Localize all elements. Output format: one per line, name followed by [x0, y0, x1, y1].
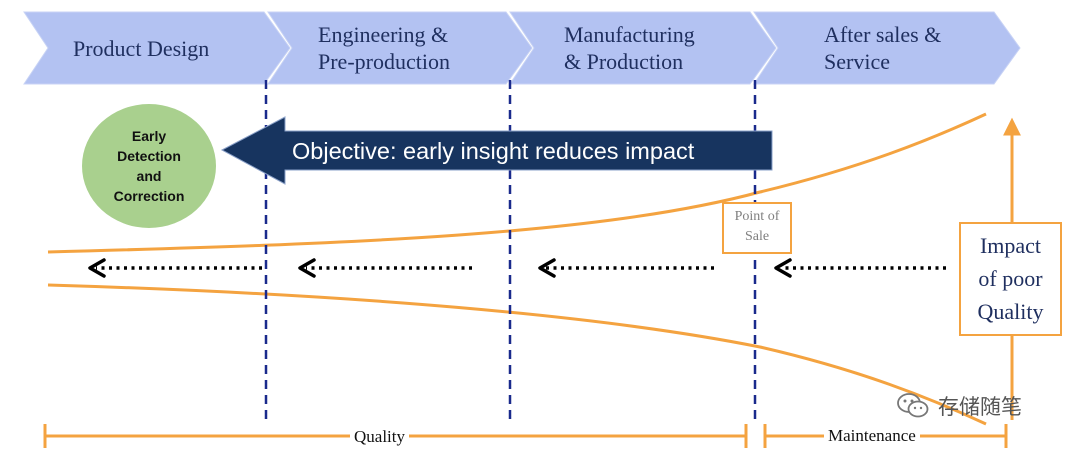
objective-arrow	[220, 116, 773, 185]
early-detection-line: Correction	[113, 188, 185, 204]
objective-text: Objective: early insight reduces impact	[292, 138, 695, 164]
impact-line3: Quality	[977, 299, 1044, 324]
phase-title-line2: Pre-production	[318, 49, 450, 74]
phase-label-manufacturing: Manufacturing & Production	[564, 12, 764, 84]
phase-chevron-manufacturing	[509, 11, 777, 85]
dotted-arrow-4	[774, 258, 946, 278]
early-detection-circle: Early Detection and Correction	[82, 104, 216, 228]
wechat-icon	[897, 393, 929, 418]
watermark-text: 存储随笔	[938, 395, 1022, 419]
point-of-sale-box: Point of Sale	[722, 202, 792, 254]
impact-line1: Impact	[979, 233, 1042, 258]
phase-chevron-engineering	[267, 11, 533, 85]
phase-title-line1: Engineering &	[318, 22, 449, 47]
impact-box: Impact of poor Quality	[959, 222, 1062, 336]
quality-label: Quality	[350, 427, 409, 447]
phase-title-line2: & Production	[564, 49, 684, 74]
point-of-sale-line1: Point of	[734, 209, 780, 224]
funnel-lower-curve	[47, 283, 987, 426]
impact-line2: of poor	[978, 266, 1043, 291]
watermark: 存储随笔	[896, 391, 1022, 421]
phase-chevron-after-sales	[753, 11, 1021, 85]
phase-label-product-design: Product Design	[73, 12, 273, 84]
early-detection-line: Detection	[117, 148, 181, 164]
dotted-arrow-3	[538, 258, 714, 278]
dotted-arrow-2	[298, 258, 472, 278]
early-detection-line: Early	[131, 128, 167, 144]
point-of-sale-line2: Sale	[744, 229, 770, 244]
phase-title-line1: Manufacturing	[564, 22, 695, 47]
dotted-arrow-1	[88, 258, 262, 278]
phase-chevron-product-design	[23, 11, 291, 85]
phase-title-line2: Service	[824, 49, 890, 74]
phase-label-after-sales: After sales & Service	[824, 12, 994, 84]
phase-title-line1: After sales &	[824, 22, 942, 47]
phase-title: Product Design	[73, 35, 210, 61]
phase-label-engineering: Engineering & Pre-production	[318, 12, 518, 84]
early-detection-line: and	[136, 168, 162, 184]
maintenance-label: Maintenance	[824, 426, 920, 446]
